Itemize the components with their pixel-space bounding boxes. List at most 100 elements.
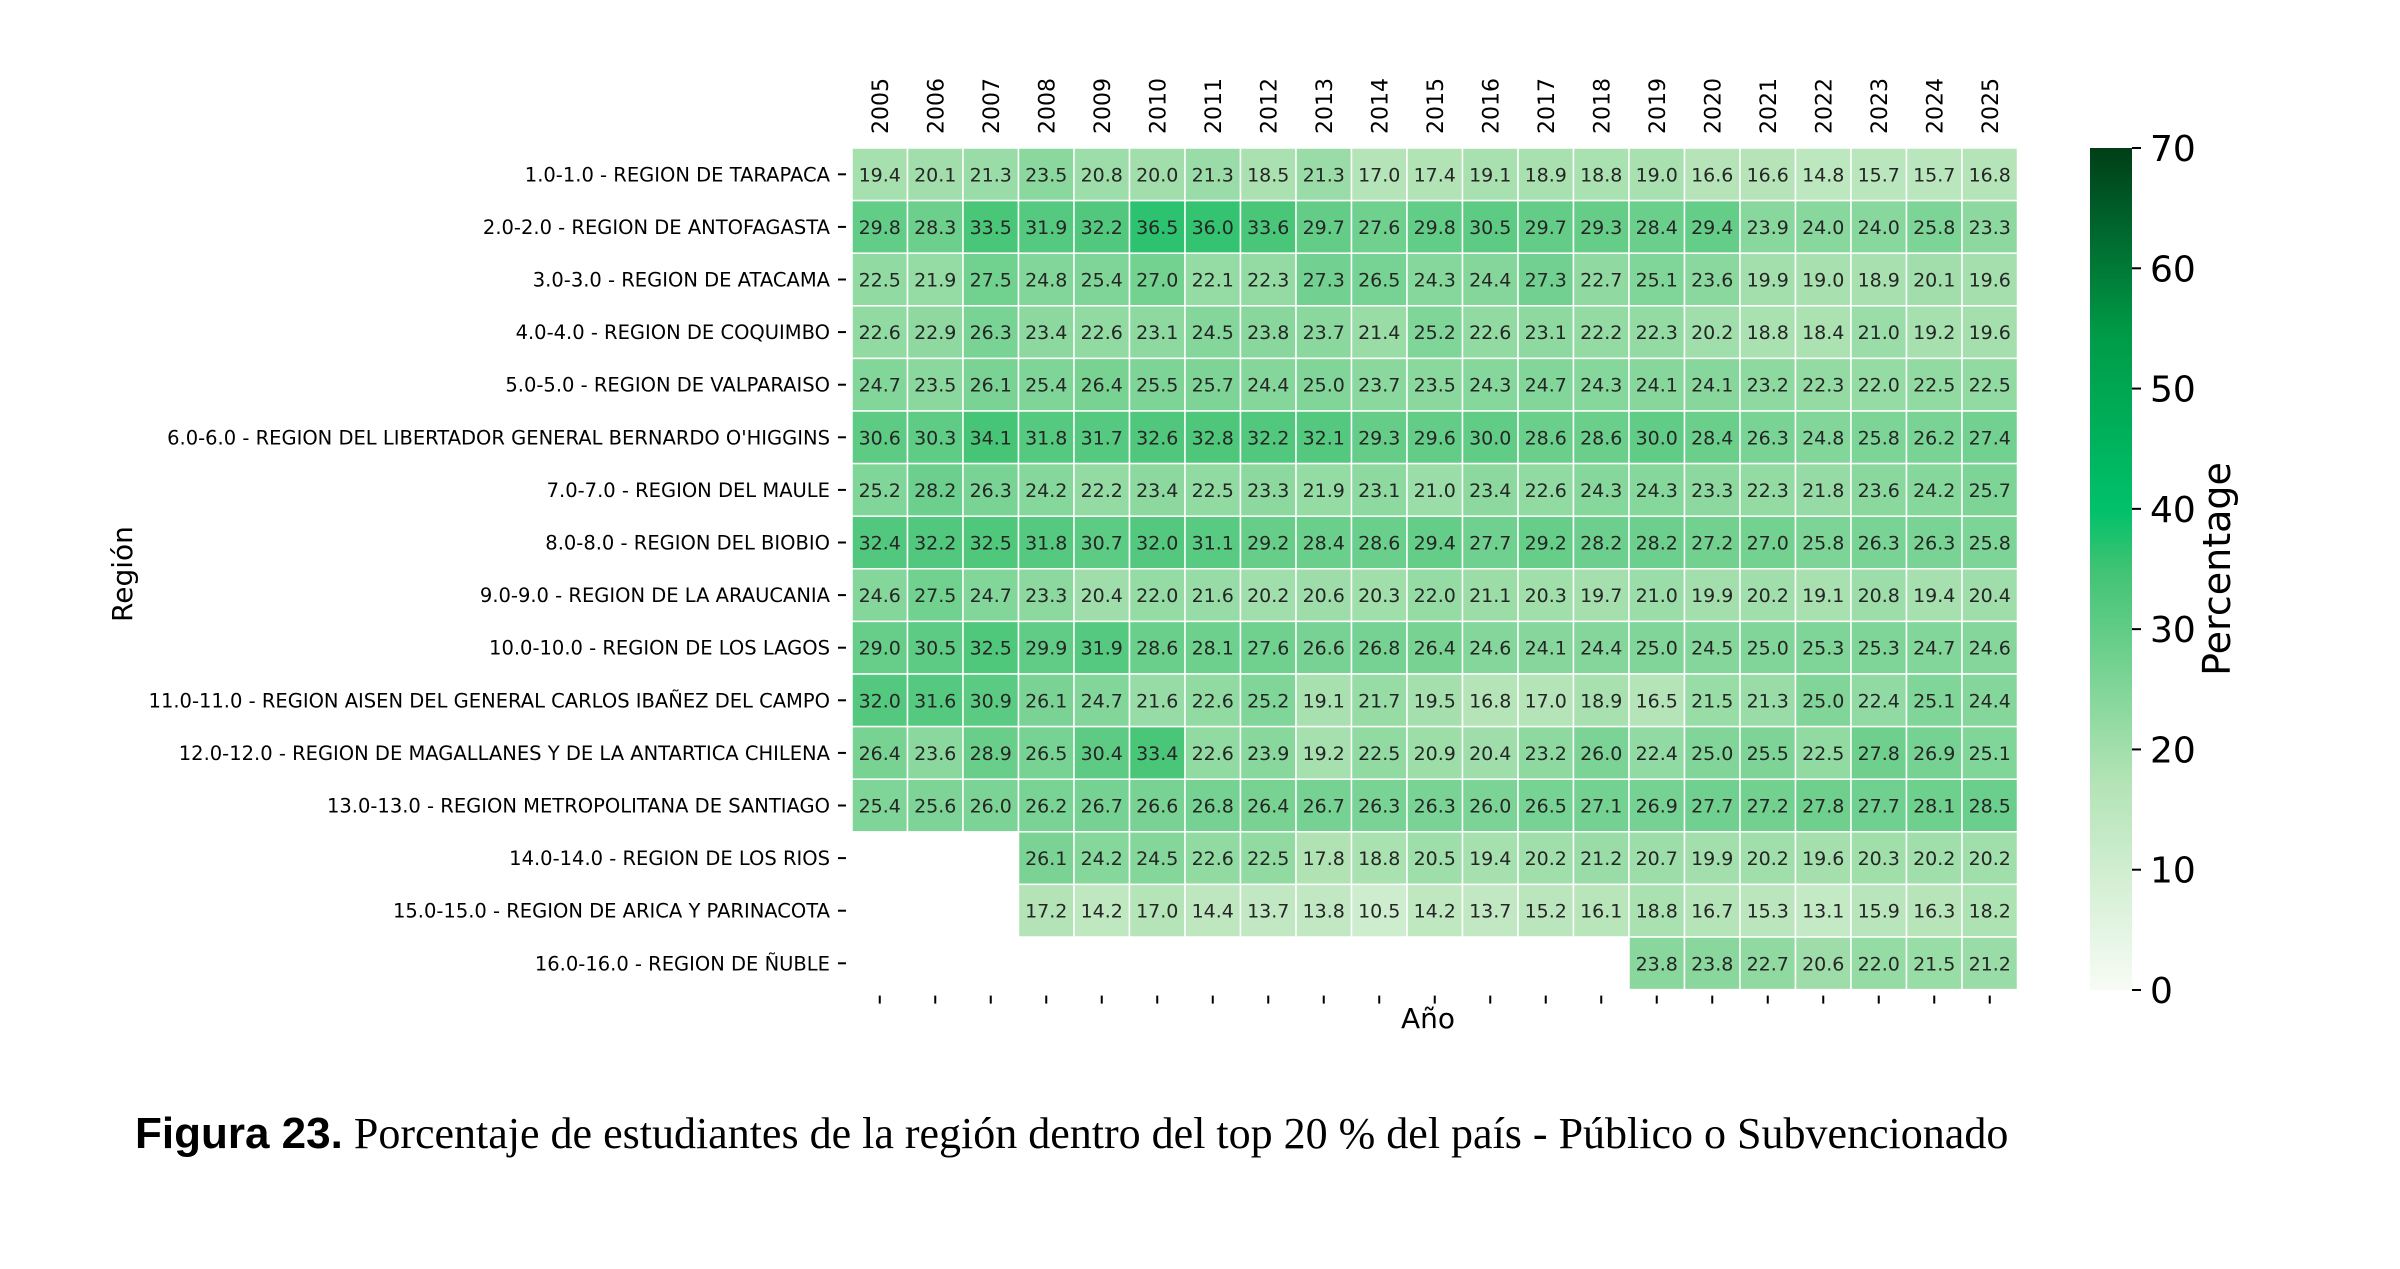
cell-value-label: 29.2 [1247,533,1289,555]
cell-value-label: 22.5 [1247,848,1289,870]
heatmap-cell [1017,252,1075,307]
cell-value-label: 22.6 [1192,743,1234,765]
cell-value-label: 16.3 [1913,901,1955,923]
heatmap-cell [1128,620,1186,675]
heatmap-cell [1961,936,2019,991]
cell-value-label: 32.5 [970,638,1012,660]
cell-value-label: 36.5 [1136,217,1178,239]
cell-value-label: 21.0 [1414,480,1456,502]
heatmap-cell [1961,831,2019,886]
cell-value-label: 23.3 [1969,217,2011,239]
heatmap-cell [1128,462,1186,517]
heatmap-cell [1184,357,1242,412]
heatmap-cell [1794,305,1852,360]
heatmap-cell [1905,147,1963,202]
cell-value-label: 22.6 [1192,690,1234,712]
cell-value-label: 16.6 [1691,164,1733,186]
cell-value-label: 23.1 [1136,322,1178,344]
cell-value-label: 20.2 [1525,848,1567,870]
cell-value-label: 28.6 [1358,533,1400,555]
cell-value-label: 24.3 [1580,480,1622,502]
cell-value-label: 23.4 [1136,480,1178,502]
heatmap-cell [1850,462,1908,517]
heatmap-cell [1239,199,1297,254]
cell-value-label: 26.4 [1081,375,1123,397]
cell-value-label: 29.0 [859,638,901,660]
heatmap-cell [1794,831,1852,886]
heatmap-cell [962,305,1020,360]
heatmap-cell [1572,410,1630,465]
heatmap-cell [1850,725,1908,780]
cell-value-label: 31.6 [914,690,956,712]
cell-value-label: 23.9 [1747,217,1789,239]
cell-value-label: 24.4 [1580,638,1622,660]
caption-label: Figura 23. [135,1109,343,1158]
cell-value-label: 21.3 [970,164,1012,186]
cell-value-label: 18.9 [1580,690,1622,712]
heatmap-cell [1850,357,1908,412]
cell-value-label: 28.6 [1136,638,1178,660]
cell-value-label: 21.3 [1747,690,1789,712]
cell-value-label: 21.0 [1858,322,1900,344]
heatmap-cell [1961,673,2019,728]
heatmap-cell [1017,883,1075,938]
heatmap-cell [1683,147,1741,202]
heatmap-cell [1461,883,1519,938]
cell-value-label: 18.2 [1969,901,2011,923]
x-tick-label: 2012 [1257,78,1282,134]
cell-value-label: 21.7 [1358,690,1400,712]
cell-value-label: 10.5 [1358,901,1400,923]
cell-value-label: 26.5 [1025,743,1067,765]
cell-value-label: 26.8 [1358,638,1400,660]
cell-value-label: 23.5 [1414,375,1456,397]
cell-value-label: 17.0 [1136,901,1178,923]
cell-value-label: 31.8 [1025,533,1067,555]
heatmap-cell [1406,357,1464,412]
cell-value-label: 22.0 [1136,585,1178,607]
cell-value-label: 16.7 [1691,901,1733,923]
y-tick-label: 14.0-14.0 - REGION DE LOS RIOS [509,847,830,870]
cell-value-label: 13.7 [1247,901,1289,923]
cell-value-label: 20.8 [1858,585,1900,607]
cell-value-label: 18.8 [1747,322,1789,344]
heatmap-cell [1073,778,1131,833]
cell-value-label: 21.6 [1136,690,1178,712]
cell-value-label: 26.9 [1913,743,1955,765]
cell-value-label: 22.6 [859,322,901,344]
cell-value-label: 20.1 [914,164,956,186]
heatmap-cell [1905,936,1963,991]
heatmap-cell [1295,883,1353,938]
heatmap-cell [1572,831,1630,886]
cell-value-label: 15.3 [1747,901,1789,923]
heatmap-cell [1406,568,1464,623]
cell-value-label: 25.1 [1969,743,2011,765]
caption-text: Porcentaje de estudiantes de la región d… [342,1109,2009,1158]
cell-value-label: 28.2 [1636,533,1678,555]
cell-value-label: 31.9 [1081,638,1123,660]
cell-value-label: 17.0 [1525,690,1567,712]
heatmap-cell [1961,147,2019,202]
cell-value-label: 19.1 [1303,690,1345,712]
cell-value-label: 32.6 [1136,427,1178,449]
heatmap-cell [1017,778,1075,833]
cell-value-label: 29.7 [1303,217,1345,239]
cell-value-label: 22.3 [1636,322,1678,344]
cell-value-label: 25.3 [1858,638,1900,660]
cell-value-label: 28.4 [1303,533,1345,555]
cell-value-label: 24.3 [1580,375,1622,397]
heatmap-cell [1350,199,1408,254]
y-tick-label: 8.0-8.0 - REGION DEL BIOBIO [545,532,830,555]
x-tick-label: 2022 [1812,78,1837,134]
cell-value-label: 22.5 [1913,375,1955,397]
x-tick-label: 2020 [1701,78,1726,134]
cell-value-label: 19.0 [1636,164,1678,186]
cell-value-label: 34.1 [970,427,1012,449]
cell-value-label: 30.0 [1636,427,1678,449]
cell-value-label: 23.8 [1691,953,1733,975]
heatmap-cell [1628,515,1686,570]
cell-value-label: 22.4 [1858,690,1900,712]
y-tick-label: 3.0-3.0 - REGION DE ATACAMA [533,269,831,292]
cell-value-label: 25.8 [1858,427,1900,449]
cell-value-label: 25.2 [1247,690,1289,712]
cell-value-label: 26.1 [1025,848,1067,870]
